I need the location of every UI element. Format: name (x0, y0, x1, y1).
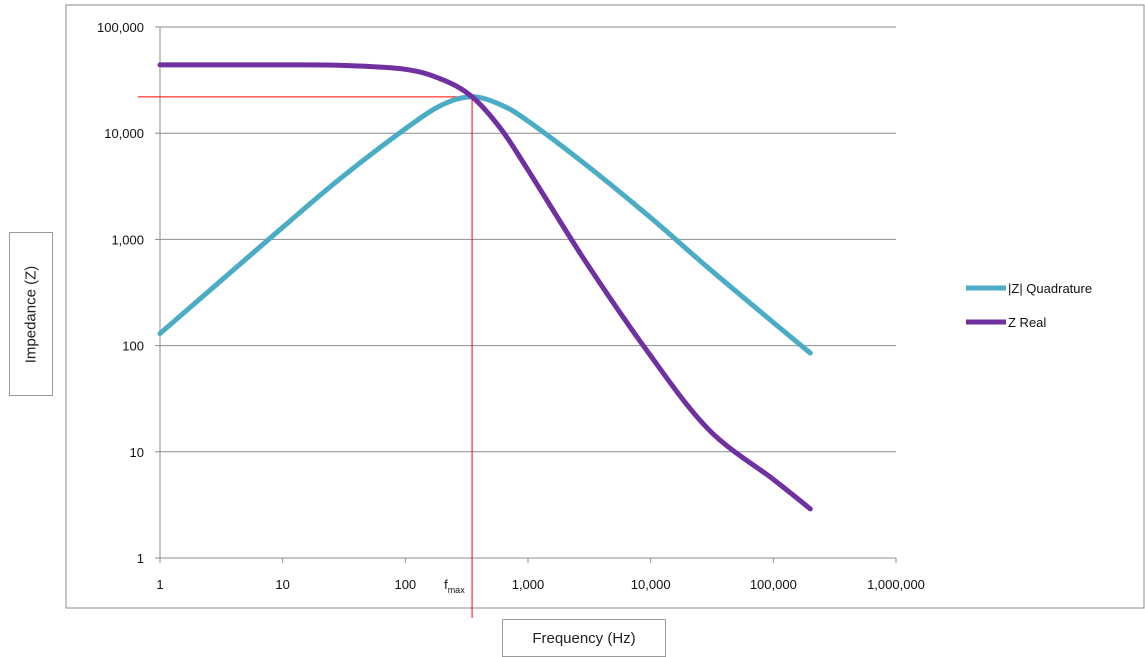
x-axis-title: Frequency (Hz) (502, 619, 666, 657)
series (157, 62, 813, 512)
fmax-marker: fmax (138, 96, 473, 618)
x-ticks: 1 10 100 1,000 10,000 100,000 1,000,000 (156, 558, 925, 592)
x-tick-label-2: 100 (394, 577, 416, 592)
legend-label-0: |Z| Quadrature (1008, 281, 1092, 296)
y-tick-label-1: 10 (130, 445, 144, 460)
y-tick-label-5: 100,000 (97, 20, 144, 35)
x-tick-label-5: 100,000 (750, 577, 797, 592)
y-tick-label-4: 10,000 (104, 126, 144, 141)
x-tick-label-3: 1,000 (512, 577, 545, 592)
x-axis-label: Frequency (Hz) (532, 629, 636, 647)
fmax-label: fmax (444, 577, 465, 595)
x-tick-label-4: 10,000 (631, 577, 671, 592)
legend-label-1: Z Real (1008, 315, 1046, 330)
y-tick-label-0: 1 (137, 551, 144, 566)
x-tick-label-0: 1 (156, 577, 163, 592)
y-tick-label-2: 100 (122, 339, 144, 354)
y-ticks: 1 10 100 1,000 10,000 100,000 (97, 20, 160, 566)
y-tick-label-3: 1,000 (111, 232, 144, 247)
legend: |Z| Quadrature Z Real (966, 281, 1092, 330)
x-tick-label-6: 1,000,000 (867, 577, 925, 592)
series-line-1 (157, 62, 813, 512)
x-tick-label-1: 10 (275, 577, 289, 592)
grid (160, 26, 896, 453)
y-axis-label: Impedance (Z) (22, 265, 40, 363)
series-line-0 (157, 94, 813, 356)
y-axis-title: Impedance (Z) (9, 232, 53, 396)
chart-area-border (65, 4, 1145, 609)
